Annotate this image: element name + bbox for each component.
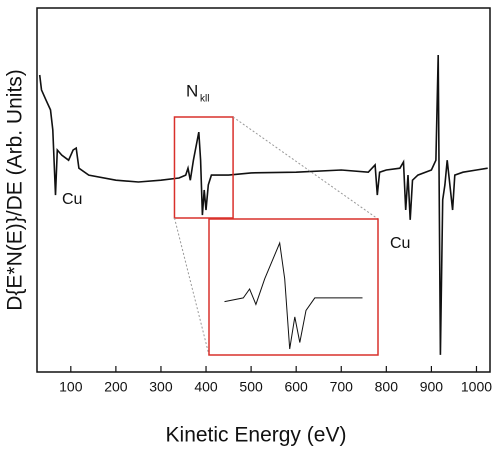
x-tick-label: 300 (149, 379, 173, 395)
annotation: N (186, 81, 198, 100)
annotation: Cu (62, 191, 82, 208)
x-tick-label: 900 (420, 379, 444, 395)
inset-frame (208, 218, 379, 356)
y-axis-label: D{E*N(E)}/DE (Arb. Units) (4, 69, 27, 311)
x-tick-label: 700 (330, 379, 354, 395)
zoom-connector (173, 217, 210, 356)
annotation: Cu (390, 235, 410, 252)
x-tick-label: 1000 (461, 379, 492, 395)
x-tick-label: 800 (375, 379, 399, 395)
x-axis-label: Kinetic Energy (eV) (166, 424, 347, 447)
zoom-connector (232, 116, 379, 220)
plot-frame (36, 7, 491, 373)
x-tick-label: 600 (284, 379, 308, 395)
x-tick-label: 500 (239, 379, 263, 395)
x-tick-label: 400 (194, 379, 218, 395)
zoom-box (173, 116, 234, 219)
annotation: kll (200, 94, 209, 105)
x-tick-label: 100 (59, 379, 83, 395)
x-tick-label: 200 (104, 379, 128, 395)
spectrum-line (38, 54, 488, 355)
inset-line (224, 241, 363, 350)
